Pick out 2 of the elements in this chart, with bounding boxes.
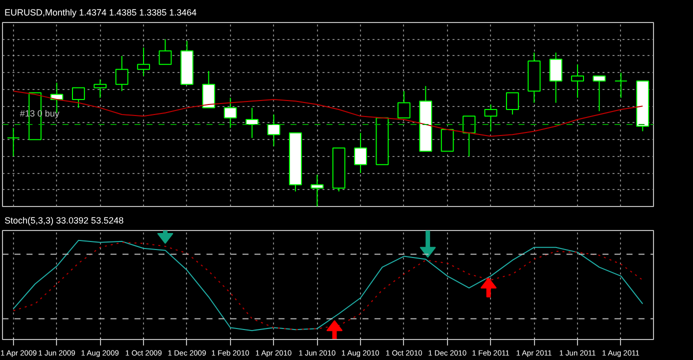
- chart-title: Stoch(5,3,3) 33.0392 53.5248: [4, 216, 124, 226]
- chart-title: EURUSD,Monthly 1.4374 1.4385 1.3385 1.3464: [4, 8, 197, 18]
